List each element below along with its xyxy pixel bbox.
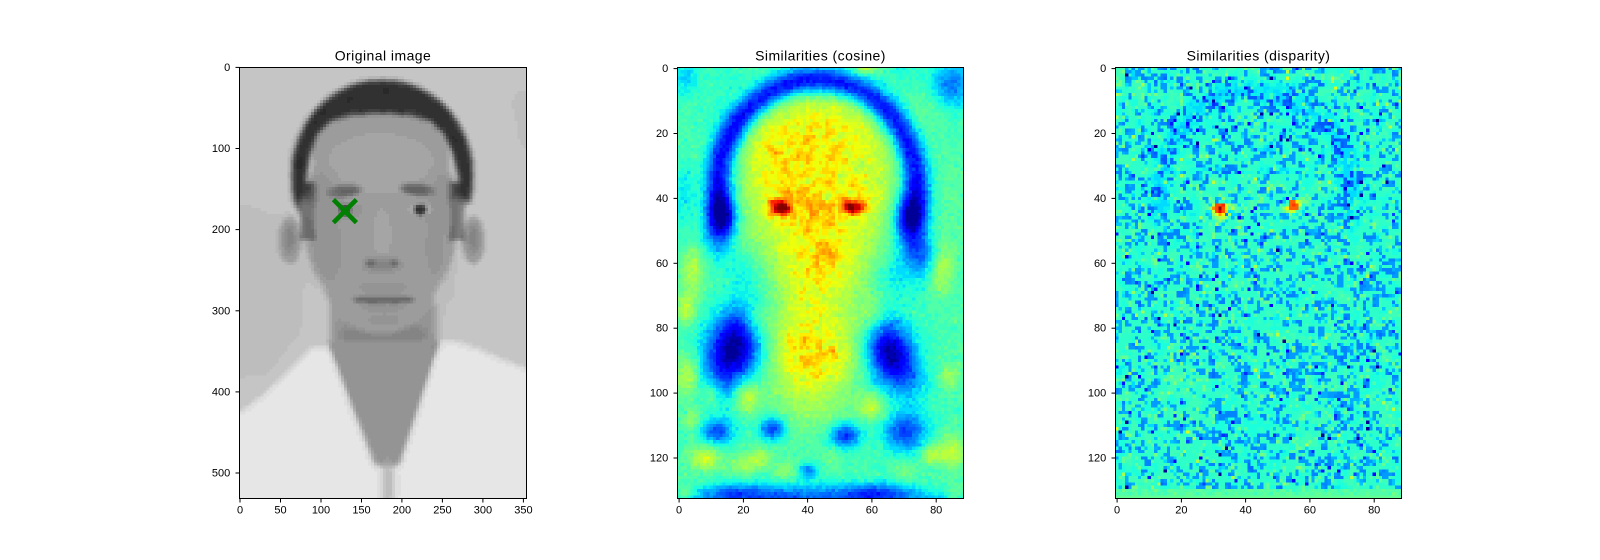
svg-text:350: 350 xyxy=(514,505,532,517)
svg-text:150: 150 xyxy=(352,505,370,517)
svg-text:0: 0 xyxy=(237,505,243,517)
svg-text:0: 0 xyxy=(224,62,230,74)
svg-text:60: 60 xyxy=(656,258,668,270)
svg-text:20: 20 xyxy=(1175,505,1187,517)
svg-text:250: 250 xyxy=(433,505,451,517)
svg-text:500: 500 xyxy=(212,468,230,480)
svg-text:100: 100 xyxy=(1088,388,1106,400)
svg-text:300: 300 xyxy=(212,305,230,317)
svg-text:50: 50 xyxy=(274,505,286,517)
svg-text:40: 40 xyxy=(656,193,668,205)
svg-text:200: 200 xyxy=(393,505,411,517)
svg-text:Original image: Original image xyxy=(335,48,432,64)
svg-text:60: 60 xyxy=(1094,258,1106,270)
svg-text:40: 40 xyxy=(801,505,813,517)
svg-text:100: 100 xyxy=(650,388,668,400)
svg-text:120: 120 xyxy=(650,453,668,465)
svg-text:0: 0 xyxy=(662,63,668,75)
svg-text:80: 80 xyxy=(1368,505,1380,517)
svg-text:Similarities (disparity): Similarities (disparity) xyxy=(1187,48,1331,64)
svg-text:40: 40 xyxy=(1094,193,1106,205)
svg-text:120: 120 xyxy=(1088,453,1106,465)
svg-text:200: 200 xyxy=(212,224,230,236)
svg-text:0: 0 xyxy=(676,505,682,517)
svg-text:80: 80 xyxy=(930,505,942,517)
svg-text:400: 400 xyxy=(212,386,230,398)
svg-text:300: 300 xyxy=(474,505,492,517)
svg-text:20: 20 xyxy=(737,505,749,517)
svg-text:20: 20 xyxy=(1094,128,1106,140)
svg-text:20: 20 xyxy=(656,128,668,140)
svg-text:Similarities (cosine): Similarities (cosine) xyxy=(755,48,886,64)
svg-text:0: 0 xyxy=(1114,505,1120,517)
svg-text:100: 100 xyxy=(312,505,330,517)
svg-text:80: 80 xyxy=(656,323,668,335)
svg-text:60: 60 xyxy=(866,505,878,517)
svg-text:40: 40 xyxy=(1239,505,1251,517)
svg-text:60: 60 xyxy=(1304,505,1316,517)
svg-text:0: 0 xyxy=(1100,63,1106,75)
svg-text:80: 80 xyxy=(1094,323,1106,335)
svg-text:100: 100 xyxy=(212,143,230,155)
